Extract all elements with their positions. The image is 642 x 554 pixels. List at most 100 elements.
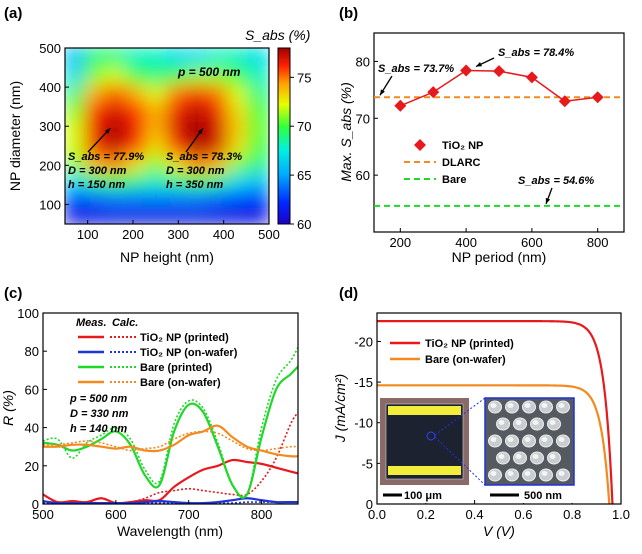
sem-nanoparticle-highlight	[524, 403, 531, 408]
heatmap-cell	[65, 170, 87, 190]
sem-nanoparticle-highlight	[490, 471, 497, 476]
arrow-b-dlarc-head	[380, 89, 385, 96]
left-sabs-annotation: S_abs = 77.9%	[68, 151, 144, 163]
colorbar-tick-label: 75	[297, 70, 311, 85]
b-y-tick-label: 60	[356, 168, 370, 183]
heatmap-cell	[186, 117, 209, 137]
a-y-tick-label: 400	[39, 80, 61, 95]
tio2-np-marker	[525, 71, 538, 84]
heatmap-cell	[125, 205, 148, 224]
d-y-tick-label: -10	[354, 416, 373, 431]
heatmap-cell	[125, 117, 148, 137]
heatmap-cell	[186, 99, 209, 120]
panel-a-heatmap: (a) 100 200 300 400 500 100 200 300 400 500 NP h…	[4, 5, 311, 265]
d-series-0-curve	[377, 320, 614, 504]
legend-header-calc: Calc.	[112, 317, 138, 329]
heatmap-cell	[166, 135, 189, 155]
heatmap-cell	[166, 152, 189, 173]
sem-nanoparticle-highlight	[524, 471, 531, 476]
heatmap-cell	[104, 187, 128, 208]
heatmap-cell	[166, 48, 189, 67]
heatmap-cell	[145, 64, 168, 85]
b-x-tick-label: 800	[587, 235, 609, 250]
heatmap-cell	[104, 117, 128, 137]
panel-c-ylabel: R (%)	[0, 390, 16, 426]
c-x-tick-label: 700	[178, 507, 200, 522]
legend-b-tio2: TiO₂ NP	[442, 140, 483, 152]
sem-nanoparticle-highlight	[507, 437, 514, 442]
tio2-np-marker	[427, 86, 440, 99]
legend-b-tio2-swatch	[414, 139, 426, 151]
a-y-tick-label: 100	[39, 197, 61, 212]
heatmap-cell	[84, 205, 107, 224]
heatmap-cell	[206, 205, 230, 224]
tio2-np-marker	[558, 95, 571, 108]
sem-nanoparticle-highlight	[558, 437, 565, 442]
panel-d-jv-curve: (d) 0.0 0.2 0.4 0.6 0.8 1.0 0 -5 -10 -15 -20 V (V…	[332, 285, 630, 539]
heatmap-cell	[166, 170, 189, 190]
heatmap-cell	[125, 64, 148, 85]
inset-optical-image	[380, 398, 469, 485]
c-series-0-calculated	[43, 411, 298, 504]
inset-sem-image	[484, 397, 575, 486]
c-y-tick-label: 100	[17, 306, 39, 321]
panel-c-label: (c)	[4, 285, 22, 302]
heatmap-cell	[145, 152, 168, 173]
heatmap-cell	[186, 135, 209, 155]
a-x-tick-label: 300	[167, 227, 189, 242]
heatmap-cell	[145, 82, 168, 102]
heatmap-cell	[84, 82, 107, 102]
d-x-tick-label: 0.6	[514, 507, 532, 522]
tio2-np-marker	[460, 64, 473, 77]
sem-nanoparticle-highlight	[507, 471, 514, 476]
panel-d-xlabel: V (V)	[483, 523, 515, 539]
d-x-tick-label: 0.8	[563, 507, 581, 522]
heatmap-cell	[247, 187, 269, 208]
c-param-d: D = 330 nm	[70, 408, 129, 420]
heatmap-cell	[247, 117, 269, 137]
heatmap-cell	[186, 152, 209, 173]
heatmap-cell	[227, 205, 250, 224]
legend-header-meas: Meas.	[76, 317, 107, 329]
b-x-tick-label: 200	[389, 235, 411, 250]
tio2-np-marker	[493, 65, 505, 78]
heatmap-cell	[166, 117, 189, 137]
legend-d-tio2: TiO₂ NP (printed)	[425, 338, 514, 350]
panel-a-ylabel: NP diameter (nm)	[7, 81, 23, 191]
heatmap-cell	[227, 135, 250, 155]
colorbar-tick-label: 65	[297, 168, 311, 183]
heatmap-cell	[145, 99, 168, 120]
heatmap-cell	[227, 82, 250, 102]
c-series-3-measured	[43, 424, 298, 458]
c-y-tick-label: 20	[25, 459, 39, 474]
panel-b-line-chart: (b) 200 400 600 800 60 70 80 NP period (nm) M…	[338, 5, 625, 265]
panel-a-label: (a)	[4, 5, 22, 22]
heatmap-cell	[65, 187, 87, 208]
arrow-b-bare-head	[545, 197, 551, 204]
sem-nanoparticle-highlight	[498, 454, 505, 459]
a-y-tick-label: 200	[39, 158, 61, 173]
sem-nanoparticle-highlight	[558, 471, 565, 476]
colorbar	[277, 47, 291, 225]
heatmap-cell	[65, 117, 87, 137]
heatmap-cell	[104, 48, 128, 67]
colorbar-tick-label: 60	[297, 217, 311, 232]
c-y-tick-label: 80	[25, 344, 39, 359]
heatmap-cell	[206, 117, 230, 137]
colorbar-tick-label: 70	[297, 119, 311, 134]
d-y-tick-label: -5	[361, 456, 373, 471]
sem-nanoparticle-highlight	[549, 420, 556, 425]
heatmap-cell	[104, 64, 128, 85]
sem-nanoparticle-highlight	[549, 454, 556, 459]
heatmap-cell	[247, 48, 269, 67]
heatmap-cell	[125, 99, 148, 120]
legend-b-bare: Bare	[442, 174, 466, 186]
panel-d-label: (d)	[339, 285, 358, 302]
right-h-annotation: h = 350 nm	[166, 179, 223, 191]
heatmap-cell	[145, 117, 168, 137]
heatmap-cell	[206, 82, 230, 102]
c-series-2-calculated	[43, 346, 298, 499]
a-y-tick-label: 500	[39, 41, 61, 56]
heatmap-cell	[145, 187, 168, 208]
